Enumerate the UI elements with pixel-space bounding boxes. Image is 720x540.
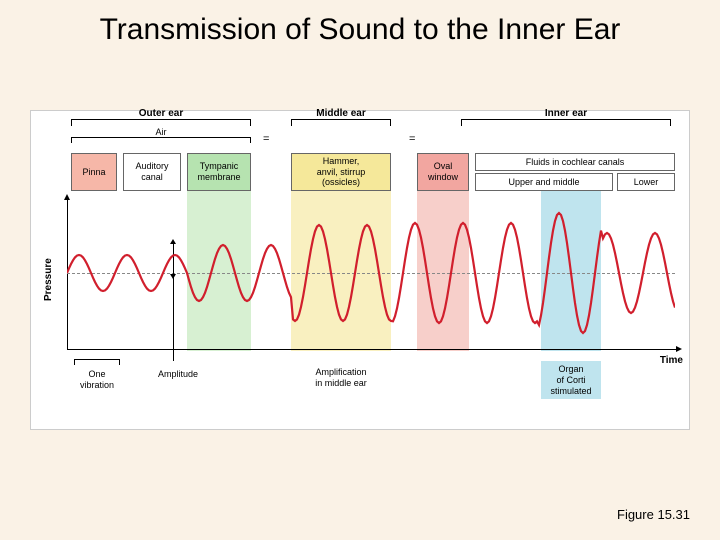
bracket-inner-ear: Inner ear <box>461 119 671 127</box>
label-amplification: Amplification in middle ear <box>299 367 383 389</box>
box-tymp: Tympanic membrane <box>187 153 251 191</box>
box-lower: Lower <box>617 173 675 191</box>
equals-icon: = <box>263 133 269 145</box>
diagram-panel: Outer ear Middle ear Inner ear Air = = P… <box>30 110 690 430</box>
bracket-air: Air <box>71 137 251 143</box>
box-upmid: Upper and middle <box>475 173 613 191</box>
box-pinna: Pinna <box>71 153 117 191</box>
bracket-outer-ear: Outer ear <box>71 119 251 127</box>
label-organ-of-corti: Organ of Corti stimulated <box>541 361 601 399</box>
x-axis-label: Time <box>660 355 683 366</box>
page-title: Transmission of Sound to the Inner Ear <box>0 0 720 54</box>
box-fluids: Fluids in cochlear canals <box>475 153 675 171</box>
box-oval: Oval window <box>417 153 469 191</box>
pressure-wave <box>67 203 675 343</box>
box-oss: Hammer, anvil, stirrup (ossicles) <box>291 153 391 191</box>
label-one-vibration: One vibration <box>67 369 127 391</box>
y-axis-label: Pressure <box>43 258 54 301</box>
box-ac: Auditory canal <box>123 153 181 191</box>
bracket-label-air: Air <box>71 127 251 137</box>
label-amplitude: Amplitude <box>143 369 213 380</box>
bracket-middle-ear: Middle ear <box>291 119 391 127</box>
equals-icon: = <box>409 133 415 145</box>
figure-caption: Figure 15.31 <box>617 507 690 522</box>
bracket-label-inner: Inner ear <box>461 108 671 119</box>
bracket-label-middle: Middle ear <box>291 108 391 119</box>
bracket-label-outer: Outer ear <box>71 108 251 119</box>
bracket-one-vibration <box>74 359 120 365</box>
x-axis <box>67 349 677 350</box>
